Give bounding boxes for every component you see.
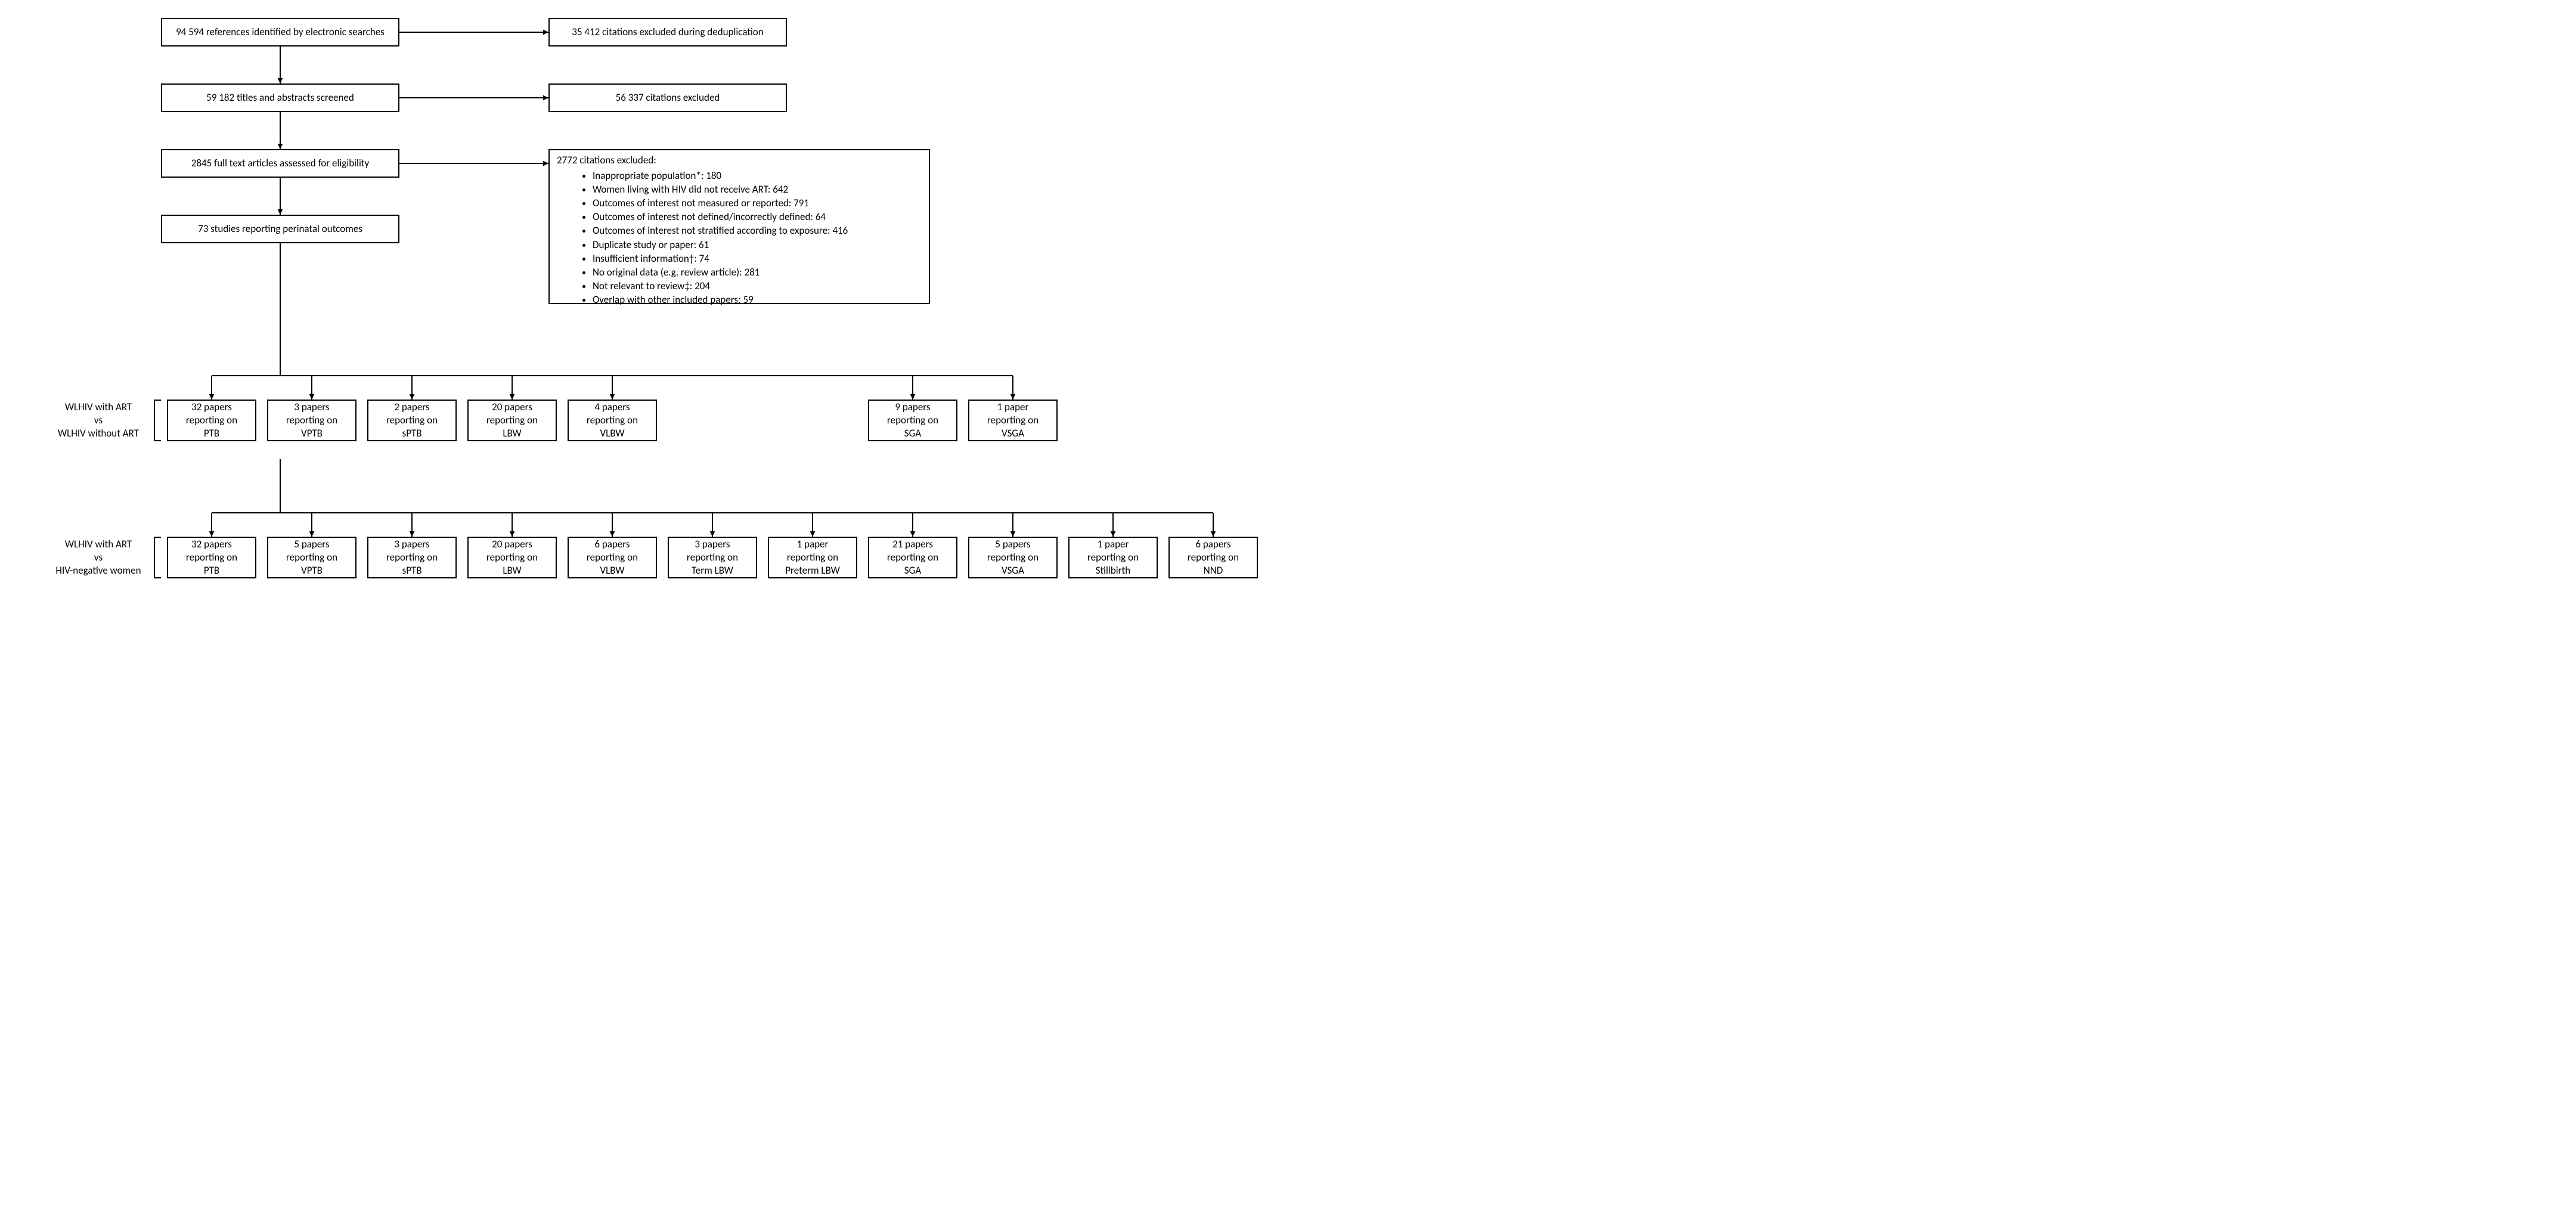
flow-box: 35 412 citations excluded during dedupli… — [548, 18, 787, 47]
flow-box: 4 papersreporting onVLBW — [568, 400, 657, 441]
flow-box: 73 studies reporting perinatal outcomes — [161, 215, 399, 243]
flow-box: 6 papersreporting onVLBW — [568, 537, 657, 578]
flow-box: 5 papersreporting onVPTB — [267, 537, 357, 578]
flow-box: 3 papersreporting onsPTB — [367, 537, 457, 578]
flow-box: 1 paperreporting onPreterm LBW — [768, 537, 857, 578]
flow-box: 2 papersreporting onsPTB — [367, 400, 457, 441]
flow-box: 2772 citations excluded:Inappropriate po… — [548, 149, 930, 304]
flow-box: 3 papersreporting onVPTB — [267, 400, 357, 441]
row2-label: WLHIV with ARTvsHIV-negative women — [48, 538, 149, 577]
flow-box: 6 papersreporting onNND — [1168, 537, 1258, 578]
flow-box: 56 337 citations excluded — [548, 83, 787, 112]
flow-box: 1 paperreporting onVSGA — [968, 400, 1058, 441]
flow-box: 9 papersreporting onSGA — [868, 400, 957, 441]
flow-box: 21 papersreporting onSGA — [868, 537, 957, 578]
flow-box: 5 papersreporting onVSGA — [968, 537, 1058, 578]
flow-box: 20 papersreporting onLBW — [467, 400, 557, 441]
flow-box: 32 papersreporting onPTB — [167, 537, 256, 578]
flow-box: 94 594 references identified by electron… — [161, 18, 399, 47]
flow-box: 32 papersreporting onPTB — [167, 400, 256, 441]
flow-box: 20 papersreporting onLBW — [467, 537, 557, 578]
flow-box: 1 paperreporting onStillbirth — [1068, 537, 1158, 578]
flow-box: 2845 full text articles assessed for eli… — [161, 149, 399, 178]
flow-box: 3 papersreporting onTerm LBW — [668, 537, 757, 578]
flow-box: 59 182 titles and abstracts screened — [161, 83, 399, 112]
row1-label: WLHIV with ARTvsWLHIV without ART — [48, 401, 149, 440]
